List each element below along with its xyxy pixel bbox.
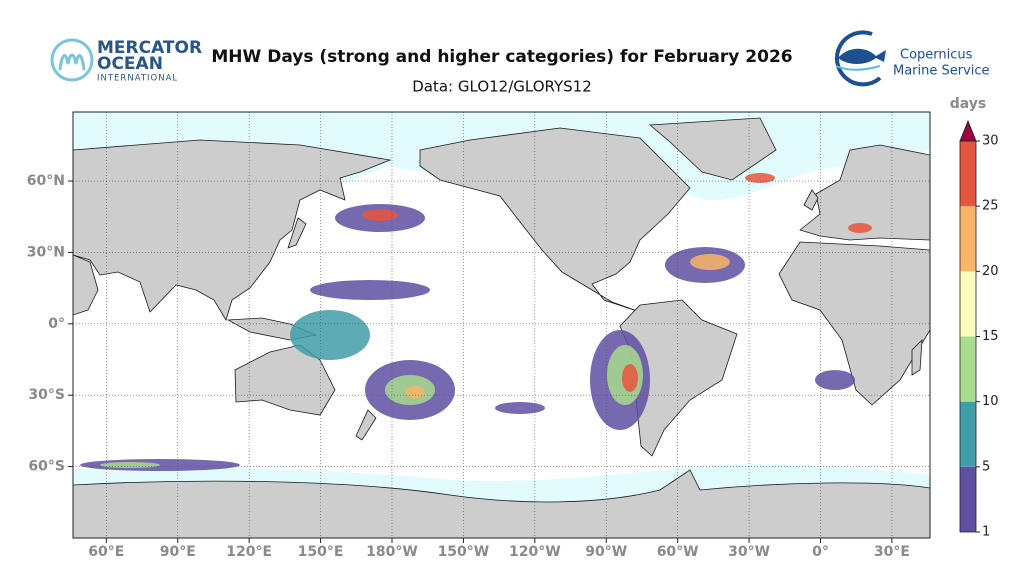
logo-text: MERCATOR [97,38,202,58]
colorbar-bin [960,141,976,207]
colorbar-tick-label: 1 [982,525,990,540]
y-tick-label: 30°S [28,387,65,403]
map [73,112,930,538]
colorbar-bin [960,401,976,467]
x-tick-label: 90°E [160,544,196,560]
logo-text: OCEAN [97,54,163,74]
y-tick-label: 0° [48,316,65,332]
x-tick-label: 60°W [657,544,699,560]
subtitle: Data: GLO12/GLORYS12 [412,78,592,96]
axes: 60°E 90°E 120°E 150°E 180°W 150°W 120°W 90°W 60°… [27,173,910,560]
colorbar-bin [960,271,976,337]
logo-text: Marine Service [893,64,990,79]
mercator-logo: MERCATOR OCEAN INTERNATIONAL [50,38,202,84]
colorbar-tick-label: 5 [982,459,990,474]
x-tick-label: 90°W [585,544,627,560]
copernicus-logo: Copernicus Marine Service [834,30,990,87]
logo-text: INTERNATIONAL [97,74,178,84]
y-tick-label: 60°S [28,459,65,475]
x-tick-label: 150°E [298,544,344,560]
colorbar-title: days [950,96,987,112]
grid [73,112,930,538]
x-tick-label: 30°W [728,544,770,560]
colorbar-tick-label: 20 [982,264,999,279]
x-tick-label: 30°E [874,544,910,560]
colorbar-bin [960,466,976,532]
colorbar-extension [959,119,977,142]
colorbar-tick-label: 15 [982,329,999,344]
map-frame [72,111,931,539]
mhw-patches [80,173,872,471]
land [73,117,930,538]
x-tick-label: 180°W [366,544,418,560]
x-tick-label: 120°E [226,544,272,560]
colorbar-tick-label: 25 [982,199,999,214]
colorbar-tick-label: 10 [982,394,999,409]
x-tick-label: 120°W [509,544,561,560]
x-tick-label: 60°E [88,544,124,560]
colorbar-tick-label: 30 [982,134,999,149]
x-tick-label: 0° [812,544,829,560]
title: MHW Days (strong and higher categories) … [211,47,792,67]
x-tick-label: 150°W [438,544,490,560]
colorbar-bin [960,206,976,272]
y-tick-label: 30°N [27,244,65,260]
logo-text: Copernicus [900,48,973,63]
y-tick-label: 60°N [27,173,65,189]
colorbar-bin [960,336,976,402]
